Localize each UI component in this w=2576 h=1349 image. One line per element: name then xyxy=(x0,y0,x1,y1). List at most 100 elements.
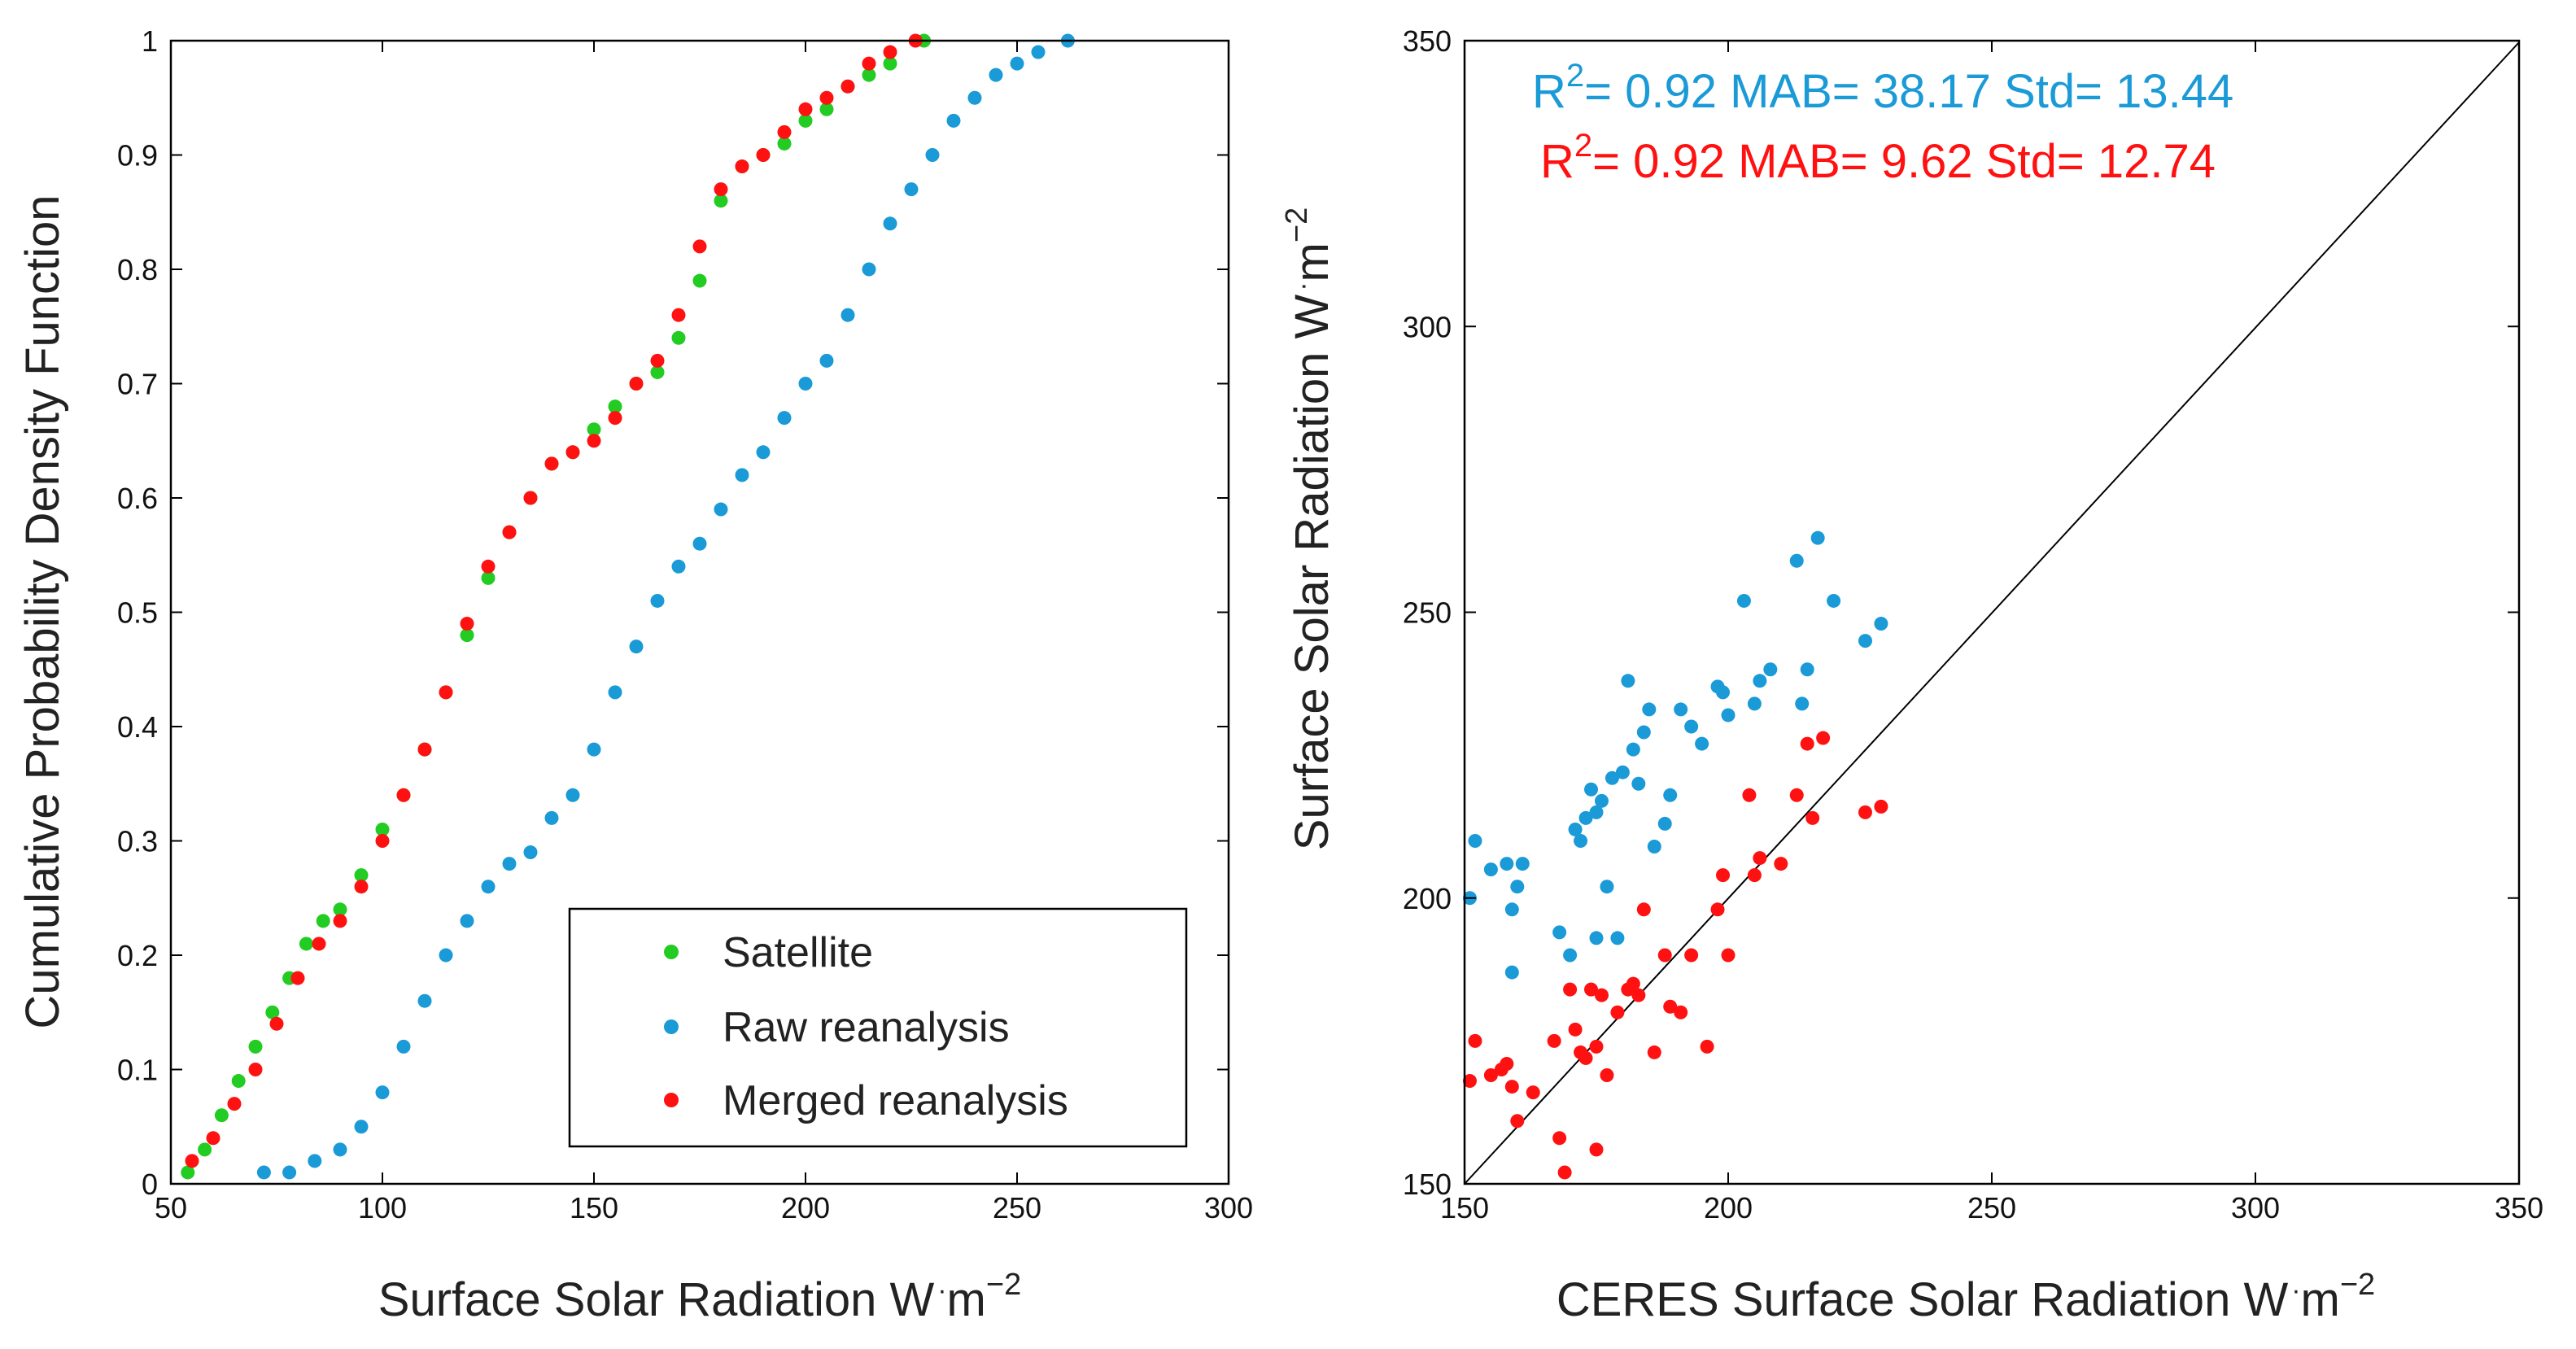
point-satellite xyxy=(587,422,601,437)
point-merged-reanalysis xyxy=(1584,982,1599,997)
point-raw-reanalysis xyxy=(1610,931,1625,945)
point-merged-reanalysis xyxy=(1753,851,1767,866)
point-raw-reanalysis xyxy=(714,502,728,517)
point-merged-reanalysis xyxy=(502,525,517,539)
point-merged-reanalysis xyxy=(227,1097,242,1111)
cdf-points xyxy=(181,33,1075,1180)
stats-raw: R2= 0.92 MAB= 38.17 Std= 13.44 xyxy=(1532,58,2233,118)
point-merged-reanalysis xyxy=(354,880,369,894)
point-merged-reanalysis xyxy=(1721,948,1736,963)
point-merged-reanalysis xyxy=(1800,736,1814,751)
scatter-points xyxy=(1462,530,1888,1180)
point-merged-reanalysis xyxy=(417,742,432,757)
point-raw-reanalysis xyxy=(523,845,538,860)
point-merged-reanalysis xyxy=(1631,988,1646,1002)
legend-label-satellite: Satellite xyxy=(723,929,873,976)
point-raw-reanalysis xyxy=(1621,674,1635,688)
point-merged-reanalysis xyxy=(1578,1050,1593,1065)
point-raw-reanalysis xyxy=(840,308,855,322)
point-merged-reanalysis xyxy=(1589,1039,1604,1054)
point-satellite xyxy=(248,1039,263,1054)
point-merged-reanalysis xyxy=(460,617,474,631)
point-merged-reanalysis xyxy=(862,56,876,71)
point-raw-reanalysis xyxy=(565,788,580,802)
x-tick-label: 150 xyxy=(570,1191,618,1225)
cdf-y-axis-label: Cumulative Probability Density Function xyxy=(16,194,69,1028)
point-merged-reanalysis xyxy=(798,102,813,116)
point-satellite xyxy=(481,570,496,585)
point-merged-reanalysis xyxy=(1716,868,1731,883)
y-tick-label: 0.5 xyxy=(117,596,158,630)
point-merged-reanalysis xyxy=(1700,1039,1714,1054)
point-raw-reanalysis xyxy=(1504,965,1519,980)
point-satellite xyxy=(650,365,665,379)
cdf-ticks: 50 100 150 200 250 300 0 0.1 0.2 0.3 0.4 0.5 0.6 0.7 0… xyxy=(117,24,1253,1225)
point-merged-reanalysis xyxy=(883,45,897,59)
point-raw-reanalysis xyxy=(1483,862,1498,877)
y-tick-label: 0.3 xyxy=(117,825,158,858)
point-raw-reanalysis xyxy=(650,593,665,608)
point-merged-reanalysis xyxy=(206,1131,220,1146)
point-satellite xyxy=(354,868,369,883)
point-merged-reanalysis xyxy=(1526,1085,1540,1100)
point-raw-reanalysis xyxy=(1636,725,1651,740)
scatter-x-axis-label: CERES Surface Solar Radiation W ·m−2 xyxy=(1557,1268,2375,1326)
x-tick-label: 200 xyxy=(781,1191,830,1225)
point-raw-reanalysis xyxy=(1510,880,1525,894)
point-merged-reanalysis xyxy=(439,685,453,700)
point-merged-reanalysis xyxy=(1816,731,1831,745)
point-raw-reanalysis xyxy=(375,1085,390,1100)
point-raw-reanalysis xyxy=(1874,617,1888,631)
point-raw-reanalysis xyxy=(1594,793,1609,808)
point-merged-reanalysis xyxy=(185,1154,199,1168)
point-merged-reanalysis xyxy=(1674,1005,1688,1019)
point-raw-reanalysis xyxy=(1674,702,1688,717)
x-tick-label: 250 xyxy=(1967,1191,2016,1225)
point-raw-reanalysis xyxy=(629,640,644,654)
point-merged-reanalysis xyxy=(1747,868,1762,883)
point-raw-reanalysis xyxy=(1747,696,1762,711)
point-raw-reanalysis xyxy=(1647,840,1661,854)
y-tick-label: 150 xyxy=(1403,1168,1452,1201)
point-satellite xyxy=(819,102,834,116)
point-raw-reanalysis xyxy=(1605,771,1619,785)
point-satellite xyxy=(316,914,330,928)
point-merged-reanalysis xyxy=(629,377,644,391)
point-merged-reanalysis xyxy=(1589,1142,1604,1157)
point-raw-reanalysis xyxy=(1568,822,1583,836)
legend-marker-raw xyxy=(664,1019,679,1034)
point-raw-reanalysis xyxy=(946,113,961,128)
stats-merged: R2= 0.92 MAB= 9.62 Std= 12.74 xyxy=(1540,128,2216,188)
point-merged-reanalysis xyxy=(269,1016,284,1031)
legend-marker-merged xyxy=(664,1093,679,1107)
point-merged-reanalysis xyxy=(1805,810,1820,825)
point-merged-reanalysis xyxy=(312,936,326,951)
point-merged-reanalysis xyxy=(840,79,855,94)
point-raw-reanalysis xyxy=(967,90,982,105)
point-merged-reanalysis xyxy=(1684,948,1699,963)
point-merged-reanalysis xyxy=(1600,1068,1614,1083)
point-satellite xyxy=(299,936,313,951)
point-raw-reanalysis xyxy=(1589,931,1604,945)
point-raw-reanalysis xyxy=(1716,685,1731,700)
point-merged-reanalysis xyxy=(565,445,580,460)
point-merged-reanalysis xyxy=(523,491,538,505)
point-merged-reanalysis xyxy=(1552,1131,1567,1146)
point-merged-reanalysis xyxy=(396,788,411,802)
point-merged-reanalysis xyxy=(1789,788,1804,802)
point-merged-reanalysis xyxy=(1657,948,1672,963)
cdf-x-axis-label: Surface Solar Radiation W ·m−2 xyxy=(378,1268,1021,1326)
point-merged-reanalysis xyxy=(1504,1080,1519,1094)
point-raw-reanalysis xyxy=(1789,553,1804,568)
point-merged-reanalysis xyxy=(1636,902,1651,917)
point-raw-reanalysis xyxy=(1031,45,1046,59)
point-merged-reanalysis xyxy=(756,148,771,162)
point-raw-reanalysis xyxy=(1010,56,1024,71)
point-raw-reanalysis xyxy=(1574,834,1588,848)
point-merged-reanalysis xyxy=(1858,805,1872,819)
point-raw-reanalysis xyxy=(1584,782,1599,797)
point-merged-reanalysis xyxy=(1500,1056,1514,1071)
y-tick-label: 0.2 xyxy=(117,939,158,972)
point-merged-reanalysis xyxy=(819,90,834,105)
point-raw-reanalysis xyxy=(819,353,834,368)
